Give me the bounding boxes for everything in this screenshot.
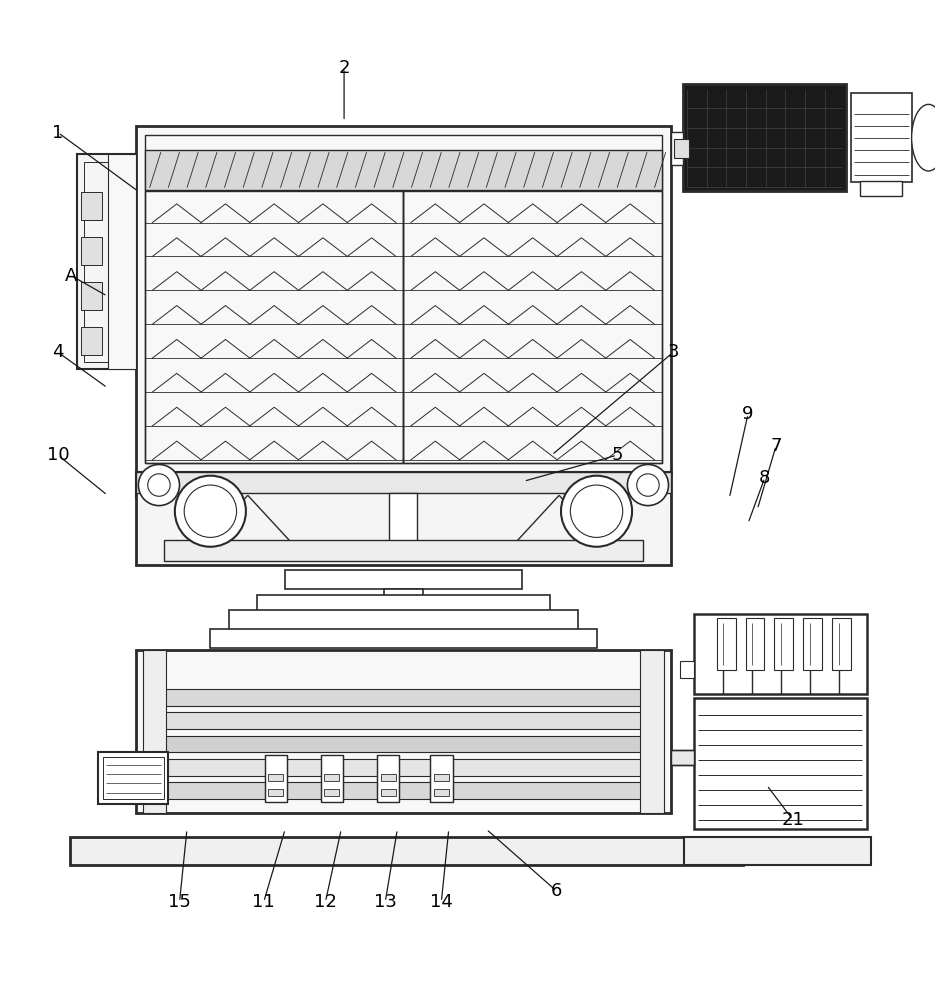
Bar: [381, 789, 396, 796]
Text: 12: 12: [314, 893, 337, 911]
Bar: [390, 493, 417, 558]
Bar: [674, 139, 689, 158]
Text: 11: 11: [252, 893, 275, 911]
Bar: [154, 736, 653, 752]
Bar: [265, 755, 287, 802]
Bar: [268, 774, 283, 781]
Circle shape: [175, 476, 246, 547]
Text: 2: 2: [338, 59, 350, 77]
Bar: [860, 181, 902, 196]
Bar: [77, 154, 136, 369]
Bar: [717, 618, 736, 670]
Bar: [257, 595, 550, 612]
Text: 10: 10: [47, 446, 69, 464]
Bar: [164, 540, 643, 561]
Text: 4: 4: [52, 343, 64, 361]
Ellipse shape: [912, 104, 935, 171]
Bar: [285, 570, 522, 589]
Bar: [154, 782, 653, 799]
Bar: [145, 191, 404, 463]
Bar: [70, 837, 743, 865]
Bar: [774, 618, 793, 670]
Circle shape: [627, 464, 669, 506]
Bar: [381, 774, 396, 781]
Bar: [680, 661, 694, 678]
Bar: [671, 132, 683, 165]
Bar: [136, 472, 671, 565]
Bar: [210, 629, 597, 648]
Bar: [136, 126, 671, 472]
Bar: [108, 154, 136, 369]
Text: A: A: [65, 267, 78, 285]
Bar: [324, 789, 339, 796]
Bar: [154, 759, 653, 776]
Bar: [404, 191, 662, 463]
Bar: [145, 135, 662, 463]
Bar: [168, 480, 639, 490]
Bar: [434, 789, 449, 796]
Bar: [803, 618, 822, 670]
Circle shape: [561, 476, 632, 547]
Bar: [145, 150, 662, 190]
Text: 9: 9: [742, 405, 754, 423]
Text: 1: 1: [52, 124, 64, 142]
Bar: [430, 755, 453, 802]
Text: 3: 3: [668, 343, 679, 361]
Bar: [671, 750, 694, 765]
Bar: [81, 192, 102, 220]
Text: 6: 6: [551, 882, 562, 900]
Bar: [154, 689, 653, 706]
Bar: [640, 650, 664, 813]
Bar: [229, 610, 578, 631]
Bar: [103, 757, 164, 799]
Bar: [143, 650, 166, 813]
Text: 5: 5: [611, 446, 623, 464]
Circle shape: [138, 464, 180, 506]
Bar: [694, 698, 867, 829]
Bar: [136, 650, 671, 813]
Text: 15: 15: [168, 893, 191, 911]
Bar: [84, 162, 128, 362]
Bar: [136, 472, 671, 498]
Bar: [851, 93, 912, 182]
Bar: [434, 774, 449, 781]
Text: 8: 8: [759, 469, 770, 487]
Bar: [81, 282, 102, 310]
Text: 7: 7: [770, 437, 782, 455]
Bar: [684, 837, 871, 865]
Bar: [683, 84, 846, 191]
Text: 13: 13: [374, 893, 396, 911]
Bar: [377, 755, 399, 802]
Bar: [154, 712, 653, 729]
Bar: [694, 614, 867, 694]
Text: 21: 21: [782, 811, 804, 829]
Bar: [81, 237, 102, 265]
Bar: [832, 618, 851, 670]
Text: 14: 14: [430, 893, 453, 911]
Bar: [384, 589, 423, 598]
Bar: [324, 774, 339, 781]
Bar: [98, 752, 168, 804]
Bar: [321, 755, 343, 802]
Bar: [746, 618, 765, 670]
Bar: [81, 327, 102, 355]
Bar: [136, 472, 671, 493]
Bar: [268, 789, 283, 796]
